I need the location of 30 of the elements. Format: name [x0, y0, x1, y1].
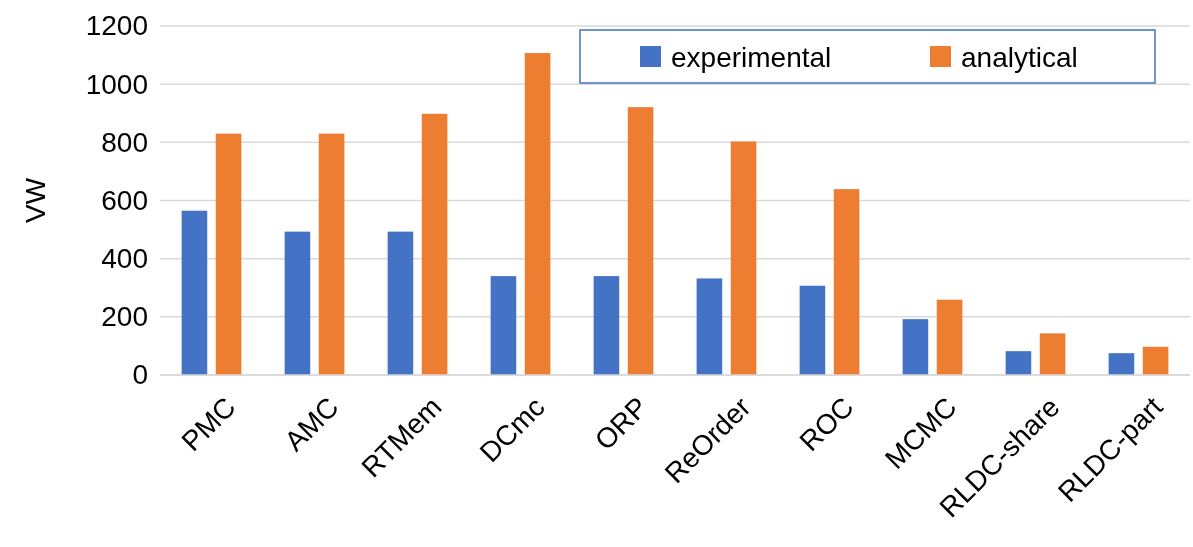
y-tick-label: 800 — [101, 126, 148, 158]
y-tick-label: 0 — [132, 359, 148, 391]
bar — [627, 107, 654, 375]
bar — [421, 113, 448, 375]
bar — [181, 210, 208, 375]
bar — [524, 53, 551, 375]
bar — [1108, 353, 1135, 375]
bar — [593, 276, 620, 375]
bar — [902, 319, 929, 375]
bar — [1039, 333, 1066, 375]
bar — [833, 189, 860, 375]
bar — [936, 299, 963, 375]
bar — [387, 231, 414, 375]
bar — [1005, 351, 1032, 375]
bar — [1142, 346, 1169, 375]
y-tick-label: 1000 — [85, 68, 148, 100]
y-axis-title: VW — [20, 177, 51, 224]
bar — [284, 231, 311, 375]
bar — [490, 276, 517, 375]
bar — [799, 285, 826, 375]
y-tick-label: 400 — [101, 243, 148, 275]
bar — [318, 133, 345, 375]
y-tick-label: 200 — [101, 301, 148, 333]
bar — [696, 278, 723, 375]
y-tick-label: 1200 — [85, 10, 148, 42]
bar — [730, 141, 757, 375]
bar — [215, 133, 242, 375]
legend-label: experimental — [671, 42, 832, 73]
legend-label: analytical — [961, 42, 1078, 73]
y-tick-label: 600 — [101, 184, 148, 216]
